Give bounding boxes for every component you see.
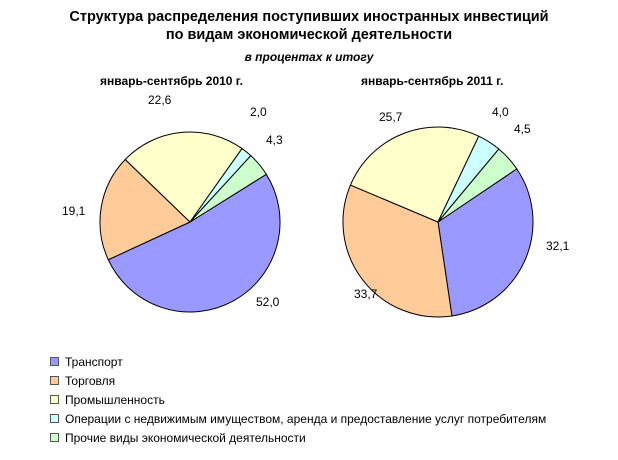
legend: Транспорт Торговля Промышленность Операц… (50, 352, 546, 447)
pie-title-2011: январь-сентябрь 2011 г. (361, 74, 504, 88)
data-label-other: 4,5 (514, 122, 531, 136)
pie-2011: 32,1 33,7 25,7 4,0 4,5 (342, 105, 570, 318)
pie-slice-transport (437, 168, 534, 317)
pie-slice-trade (342, 184, 453, 318)
pie-slice-other (189, 154, 268, 223)
pie-slice-industry (124, 131, 243, 223)
chart-title: Структура распределения поступивших инос… (0, 8, 618, 44)
legend-label: Операции с недвижимым имуществом, аренда… (65, 411, 547, 426)
data-label-industry: 25,7 (379, 110, 403, 124)
legend-label: Торговля (65, 373, 116, 388)
pie-2010: 52,0 19,1 22,6 2,0 4,3 (62, 93, 283, 313)
pie-slice-transport (107, 173, 281, 313)
data-label-real-estate: 4,0 (492, 105, 509, 119)
legend-swatch (50, 376, 59, 385)
pie-slice-industry (349, 126, 480, 223)
legend-swatch (50, 433, 59, 442)
legend-label: Прочие виды экономической деятельности (65, 430, 306, 445)
legend-item-industry: Промышленность (50, 390, 546, 409)
chart-title-line2: по видам экономической деятельности (165, 27, 453, 43)
legend-swatch (50, 414, 59, 423)
data-label-transport: 32,1 (546, 239, 570, 253)
data-label-real-estate: 2,0 (250, 105, 267, 119)
pie-title-2010: январь-сентябрь 2010 г. (100, 74, 243, 88)
data-label-trade: 19,1 (62, 204, 86, 218)
legend-item-real-estate: Операции с недвижимым имуществом, аренда… (50, 409, 546, 428)
legend-swatch (50, 395, 59, 404)
data-label-trade: 33,7 (354, 287, 378, 301)
legend-swatch (50, 357, 59, 366)
legend-item-other: Прочие виды экономической деятельности (50, 428, 546, 447)
data-label-industry: 22,6 (148, 93, 172, 107)
legend-item-trade: Торговля (50, 371, 546, 390)
data-label-transport: 52,0 (256, 295, 280, 309)
legend-label: Транспорт (65, 354, 123, 369)
legend-item-transport: Транспорт (50, 352, 546, 371)
pie-slice-other (437, 148, 518, 223)
data-label-other: 4,3 (266, 133, 283, 147)
pie-slice-trade (99, 158, 191, 261)
legend-label: Промышленность (65, 392, 165, 407)
chart-title-line1: Структура распределения поступивших инос… (69, 9, 549, 25)
units-label: в процентах к итогу (244, 50, 374, 64)
